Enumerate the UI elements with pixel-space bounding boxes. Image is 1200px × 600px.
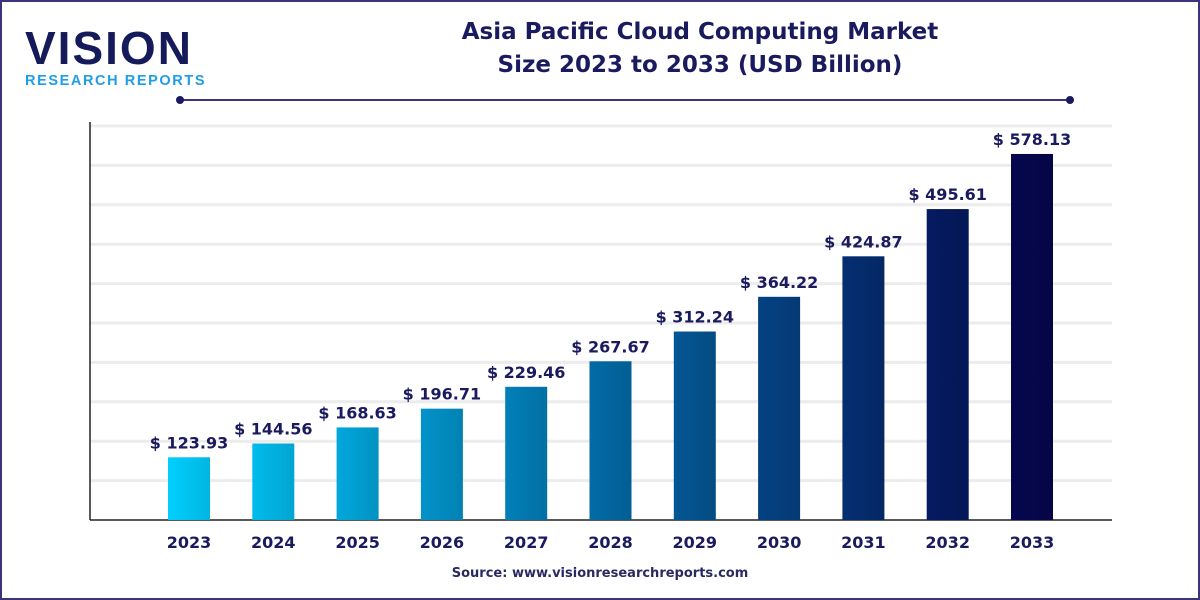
bar-2024 xyxy=(252,443,295,520)
logo-subtitle: RESEARCH REPORTS xyxy=(25,73,207,89)
bar-2030 xyxy=(758,296,801,520)
data-label: $ 424.87 xyxy=(824,232,902,251)
logo-wordmark: VISION xyxy=(25,22,193,74)
logo: VISION RESEARCH REPORTS xyxy=(25,25,206,89)
data-label: $ 578.13 xyxy=(993,130,1071,149)
x-tick-label: 2025 xyxy=(335,533,380,552)
x-tick-label: 2024 xyxy=(251,533,296,552)
x-tick-label: 2031 xyxy=(841,533,886,552)
x-tick-label: 2033 xyxy=(1010,533,1055,552)
title-line-1: Asia Pacific Cloud Computing Market xyxy=(461,19,939,45)
x-tick-label: 2032 xyxy=(925,533,970,552)
x-tick-label: 2027 xyxy=(504,533,549,552)
bar-2026 xyxy=(420,408,463,520)
data-label: $ 123.93 xyxy=(150,433,228,452)
x-tick-label: 2023 xyxy=(167,533,212,552)
bar-2033 xyxy=(1011,153,1053,521)
bar-2031 xyxy=(842,256,885,520)
data-label: $ 312.24 xyxy=(656,308,734,327)
divider-dot-right xyxy=(1066,96,1074,104)
data-label: $ 196.71 xyxy=(403,385,481,404)
chart-title: Asia Pacific Cloud Computing Market Size… xyxy=(330,16,1070,82)
bar-2029 xyxy=(673,331,716,520)
title-divider xyxy=(180,99,1070,101)
x-tick-label: 2026 xyxy=(420,533,465,552)
data-label: $ 495.61 xyxy=(908,185,986,204)
bar-2027 xyxy=(505,386,548,520)
bar-2028 xyxy=(589,361,632,520)
data-label: $ 364.22 xyxy=(740,273,818,292)
data-label: $ 144.56 xyxy=(234,419,312,438)
data-label: $ 229.46 xyxy=(487,363,565,382)
title-line-2: Size 2023 to 2033 (USD Billion) xyxy=(497,52,903,78)
source-note: Source: www.visionresearchreports.com xyxy=(451,566,749,581)
x-tick-label: 2028 xyxy=(588,533,633,552)
data-label: $ 168.63 xyxy=(318,403,396,422)
bar-2023 xyxy=(168,457,210,520)
bar-2025 xyxy=(336,427,379,520)
data-label: $ 267.67 xyxy=(571,337,649,356)
bar-2032 xyxy=(926,209,969,521)
x-tick-label: 2029 xyxy=(673,533,718,552)
x-tick-label: 2030 xyxy=(757,533,802,552)
divider-dot-left xyxy=(176,96,184,104)
